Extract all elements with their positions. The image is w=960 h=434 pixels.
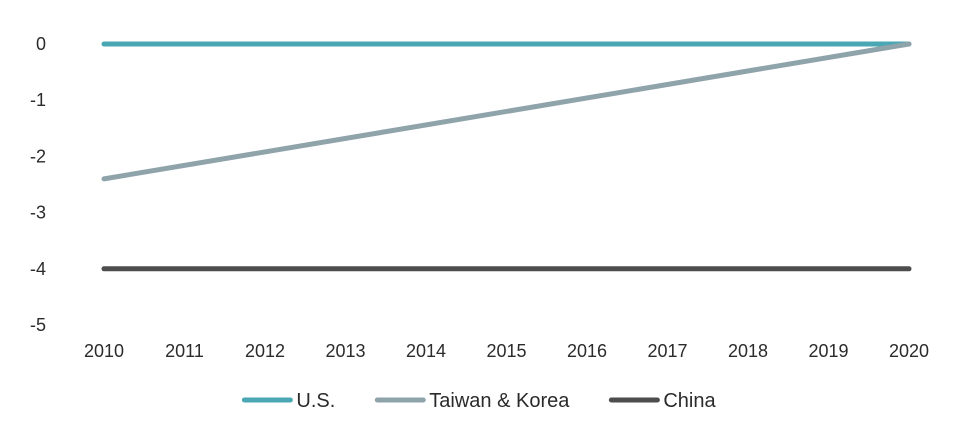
legend-label: U.S. (296, 390, 335, 412)
series-line-2 (101, 41, 912, 182)
x-tick-label: 2011 (165, 341, 204, 361)
legend: U.S. Taiwan & Korea China (241, 390, 716, 412)
y-tick-label: -1 (30, 90, 46, 110)
x-tick-label: 2018 (728, 341, 768, 361)
x-tick-label: 2019 (808, 341, 848, 361)
x-tick-label: 2020 (889, 341, 929, 361)
y-tick-label: -4 (30, 259, 46, 279)
legend-label: Taiwan & Korea (429, 390, 570, 412)
series-lines (101, 41, 912, 272)
y-tick-label: -2 (30, 146, 46, 166)
x-axis-ticks: 2010 2011 2012 2013 2014 2015 2016 2017 2018 2019… (84, 341, 929, 361)
legend-item: Taiwan & Korea (374, 390, 570, 412)
x-tick-label: 2016 (567, 341, 607, 361)
x-tick-label: 2013 (325, 341, 365, 361)
y-axis-ticks: 0 -1 -2 -3 -4 -5 (30, 34, 46, 335)
x-tick-label: 2017 (647, 341, 687, 361)
legend-label: China (663, 390, 716, 412)
x-tick-label: 2012 (245, 341, 285, 361)
y-tick-label: -5 (30, 315, 46, 335)
x-tick-label: 2014 (406, 341, 446, 361)
y-tick-label: -3 (30, 203, 46, 223)
legend-item: China (608, 390, 716, 412)
x-tick-label: 2015 (486, 341, 526, 361)
x-tick-label: 2010 (84, 341, 124, 361)
legend-item: U.S. (241, 390, 335, 412)
y-tick-label: 0 (36, 34, 46, 54)
